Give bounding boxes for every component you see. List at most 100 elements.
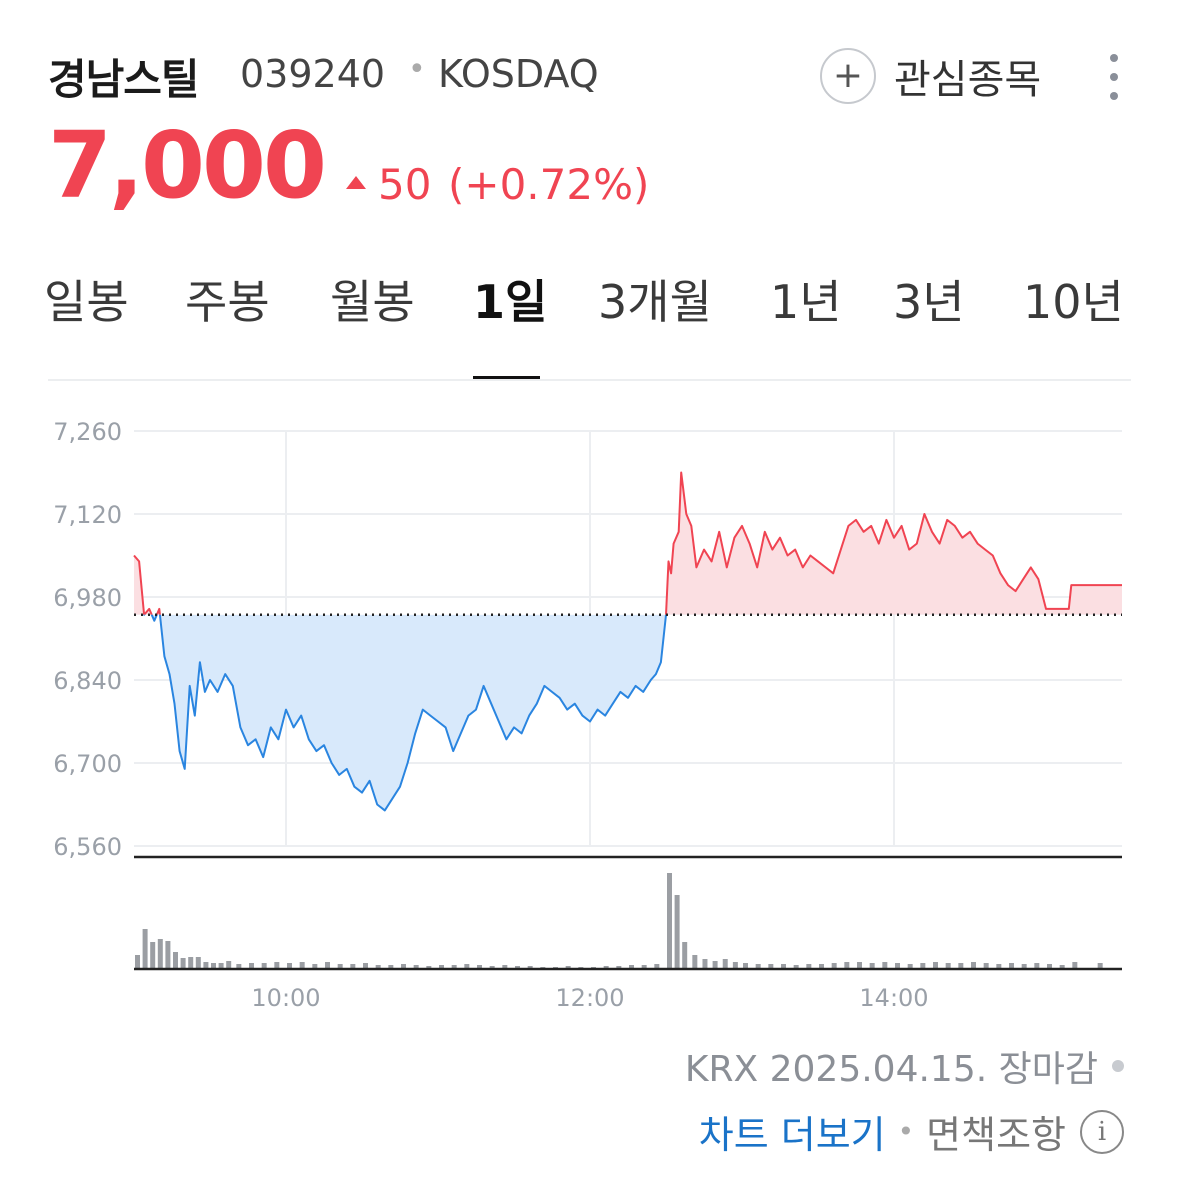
volume-bar: [907, 964, 913, 969]
volume-bar: [413, 965, 419, 969]
plus-icon: +: [820, 48, 876, 104]
volume-bar: [439, 965, 444, 969]
volume-bar: [287, 963, 292, 969]
tab-10years[interactable]: 10년: [1023, 275, 1124, 329]
volume-bar: [869, 963, 875, 969]
tab-monthly[interactable]: 월봉: [330, 275, 415, 329]
volume-bar: [236, 964, 242, 969]
x-tick-label: 12:00: [555, 984, 624, 1012]
volume-bar: [451, 965, 457, 969]
volume-bar: [477, 965, 482, 969]
volume-bar: [882, 962, 888, 969]
stock-name: 경남스틸: [48, 55, 200, 104]
volume-bar: [1072, 962, 1078, 969]
y-tick-label: 7,120: [53, 501, 122, 529]
volume-bars: [135, 873, 1103, 969]
volume-bar: [732, 962, 738, 969]
exchange-status-text: KRX 2025.04.15. 장마감: [684, 1049, 1098, 1090]
volume-bar: [983, 963, 989, 969]
volume-bar: [142, 929, 148, 969]
tab-1year[interactable]: 1년: [770, 275, 842, 329]
x-axis-labels: 10:00 12:00 14:00: [251, 984, 928, 1012]
volume-bar: [667, 873, 672, 969]
header-separator: •: [408, 52, 426, 87]
current-price: 7,000: [48, 112, 327, 219]
volume-bar: [682, 942, 688, 969]
volume-bar: [958, 963, 964, 969]
volume-bar: [464, 964, 470, 969]
tab-3months[interactable]: 3개월: [598, 275, 712, 329]
volume-bar: [781, 964, 786, 969]
volume-bar: [261, 963, 267, 969]
volume-bar: [274, 962, 280, 969]
volume-bar: [722, 959, 728, 969]
volume-bar: [945, 963, 951, 969]
volume-bar: [1021, 964, 1027, 969]
price-change-rate: (+0.72%): [448, 160, 650, 209]
volume-bar: [226, 961, 232, 969]
volume-bar: [768, 964, 774, 969]
area-below-close: [134, 614, 1122, 811]
price-line-down: [143, 614, 668, 812]
tab-1day[interactable]: 1일: [473, 275, 548, 329]
volume-bar: [312, 964, 318, 969]
tab-divider: [48, 379, 1131, 381]
price-line: [133, 471, 1122, 812]
volume-bar: [165, 941, 171, 969]
volume-bar: [350, 964, 356, 969]
volume-bar: [603, 966, 609, 969]
stock-market: KOSDAQ: [438, 52, 599, 96]
volume-bar: [325, 962, 330, 969]
volume-bar: [996, 964, 1002, 969]
volume-bar: [702, 959, 708, 969]
volume-bar: [515, 966, 520, 969]
intraday-price-chart[interactable]: 7,260 7,120 6,980 6,840 6,700 6,560 10:00 12:0…: [0, 400, 1179, 1020]
tab-daily[interactable]: 일봉: [44, 275, 129, 329]
volume-bar: [971, 962, 976, 969]
volume-bar: [844, 962, 850, 969]
volume-bar: [173, 952, 178, 969]
volume-bar: [654, 964, 660, 969]
chart-grid: [134, 430, 1122, 847]
volume-bar: [616, 966, 622, 969]
volume-bar: [211, 963, 216, 969]
tab-3years[interactable]: 3년: [893, 275, 965, 329]
volume-bar: [565, 966, 571, 969]
info-icon[interactable]: i: [1080, 1109, 1124, 1154]
y-tick-label: 6,560: [53, 833, 122, 861]
volume-bar: [692, 955, 698, 969]
volume-bar: [388, 965, 394, 969]
tab-weekly[interactable]: 주봉: [185, 275, 270, 329]
volume-bar: [188, 957, 194, 969]
price-line-up: [133, 471, 1122, 615]
disclaimer-link[interactable]: 면책조항: [926, 1113, 1066, 1157]
volume-bar: [218, 963, 224, 969]
volume-bar: [401, 964, 406, 969]
volume-bar: [933, 962, 938, 969]
more-chart-link[interactable]: 차트 더보기: [698, 1113, 886, 1157]
volume-bar: [755, 964, 761, 969]
footer-links: 차트 더보기 • 면책조항 i: [699, 1104, 1124, 1159]
volume-bar: [1009, 963, 1014, 969]
volume-bar: [502, 965, 508, 969]
more-options-icon[interactable]: [1100, 54, 1128, 100]
volume-bar: [857, 962, 862, 969]
exchange-status: KRX 2025.04.15. 장마감: [685, 1040, 1124, 1092]
volume-bar: [249, 963, 254, 969]
volume-bar: [819, 964, 824, 969]
price-change: 50: [378, 160, 432, 209]
volume-bar: [1059, 965, 1065, 969]
add-watchlist-button[interactable]: + 관심종목: [820, 44, 1041, 108]
volume-bar: [203, 962, 209, 969]
x-tick-label: 10:00: [251, 984, 320, 1012]
volume-bar: [743, 963, 748, 969]
y-tick-label: 6,840: [53, 667, 122, 695]
stock-code: 039240: [240, 52, 386, 96]
volume-bar: [1047, 964, 1052, 969]
volume-bar: [1097, 963, 1103, 969]
volume-bar: [150, 942, 156, 969]
y-tick-label: 6,980: [53, 584, 122, 612]
volume-bar: [629, 965, 634, 969]
volume-bar: [375, 965, 381, 969]
footer-separator: •: [897, 1115, 915, 1148]
